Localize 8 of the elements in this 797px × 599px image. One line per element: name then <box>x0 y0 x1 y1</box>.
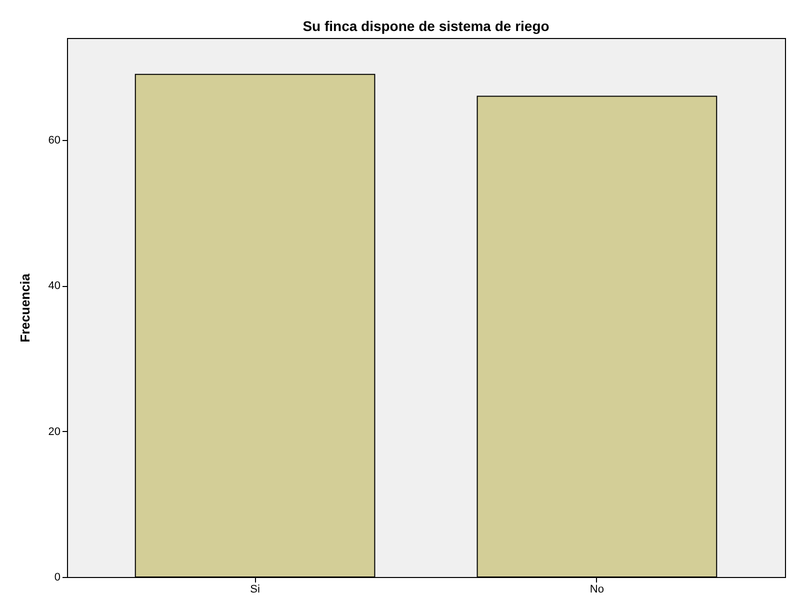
y-tick-label: 20 <box>48 426 60 438</box>
y-axis-title: Frecuencia <box>17 272 32 342</box>
y-tick-label: 0 <box>54 572 60 584</box>
x-tick-label: Si <box>250 584 260 596</box>
x-tick-label: No <box>590 584 604 596</box>
chart-title: Su finca dispone de sistema de riego <box>302 18 550 34</box>
y-tick-label: 40 <box>48 280 60 292</box>
y-tick-label: 60 <box>48 134 60 146</box>
